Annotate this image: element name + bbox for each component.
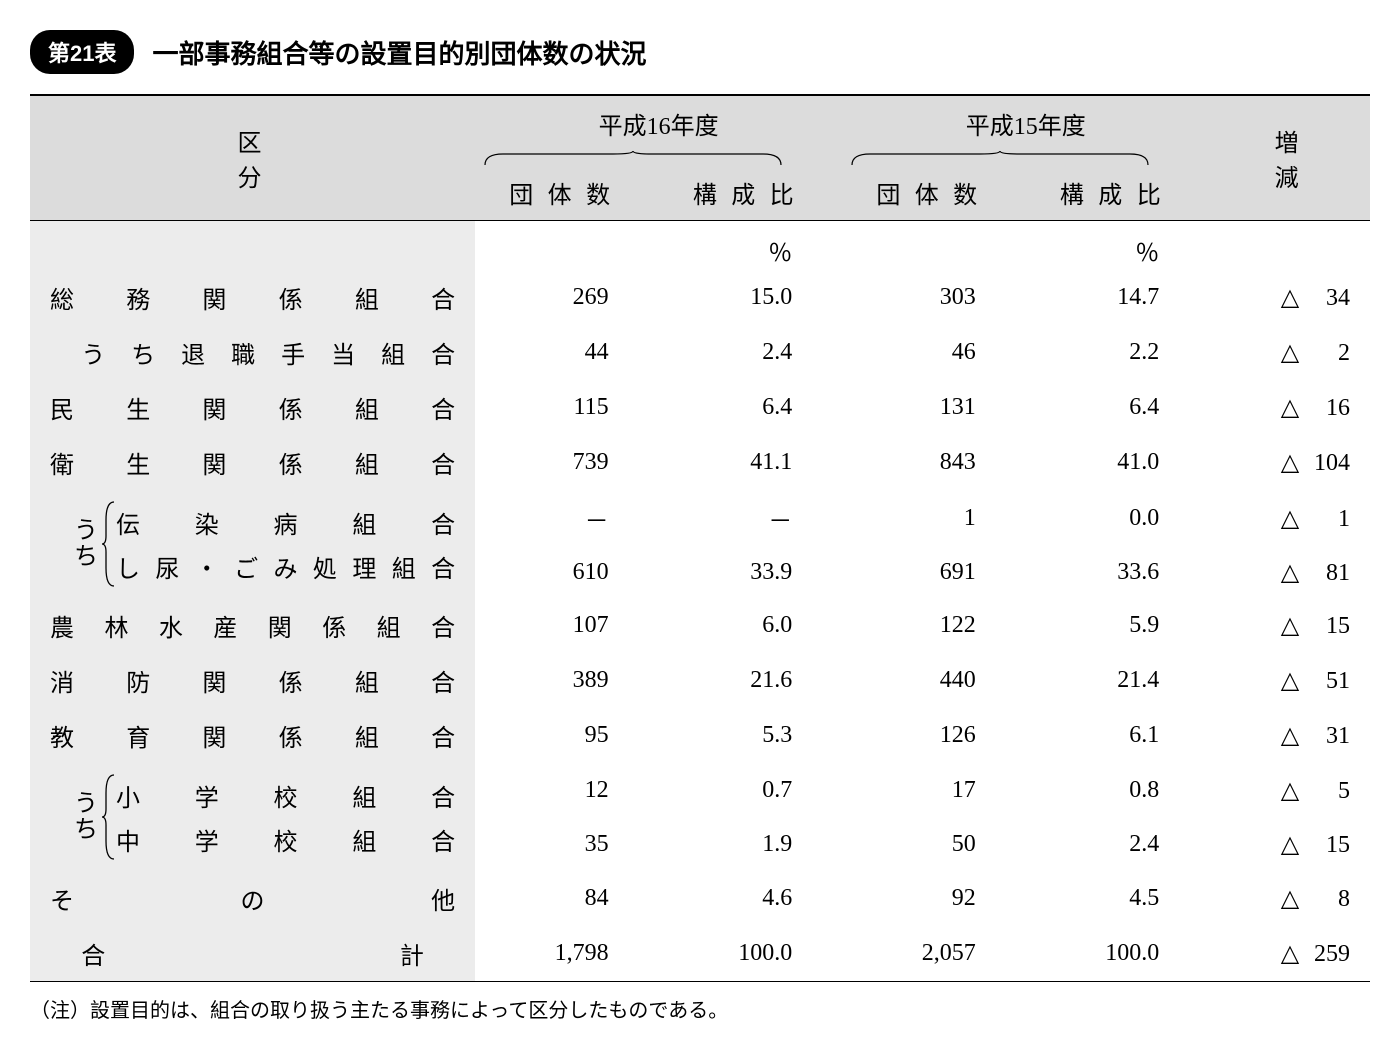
header-kosei-h16: 構成比 [659, 165, 843, 221]
table-row: 衛生関係組合 739 41.1 843 41.0 △104 [30, 435, 1370, 490]
footnote: （注）設置目的は、組合の取り扱う主たる事務によって区分したものである。 [30, 994, 1370, 1023]
row-label: 総務関係組合 [50, 280, 455, 315]
table-row: 農林水産関係組合 107 6.0 122 5.9 △15 [30, 598, 1370, 653]
header-kosei-h15: 構成比 [1026, 165, 1210, 221]
data-table: 区分 平成16年度 平成15年度 増減 団体数 構成比 団体数 構成比 ％ ％ … [30, 94, 1370, 982]
row-label: 消防関係組合 [50, 663, 455, 698]
header-h15: 平成15年度 [842, 95, 1209, 151]
table-row: 民生関係組合 115 6.4 131 6.4 △16 [30, 380, 1370, 435]
table-row: 総務関係組合 269 15.0 303 14.7 △34 [30, 270, 1370, 325]
table-row: うち 小学校組合 中学校組合 12 0.7 17 0.8 △5 [30, 763, 1370, 817]
row-label: 農林水産関係組合 [50, 608, 455, 643]
brace-icon [102, 500, 116, 588]
row-label: うち退職手当組合 [50, 335, 455, 370]
header-zogen: 増減 [1209, 95, 1370, 221]
row-label: 民生関係組合 [50, 390, 455, 425]
uchi-label: うち [50, 500, 102, 588]
uchi-label: うち [50, 773, 102, 861]
row-label: 小学校組合 [116, 774, 455, 817]
brace-icon [102, 773, 116, 861]
percent-h15: ％ [1026, 221, 1210, 271]
header-dantai-h16: 団体数 [475, 165, 659, 221]
row-label: 伝染病組合 [116, 501, 455, 544]
header-dantai-h15: 団体数 [842, 165, 1026, 221]
table-row: 消防関係組合 389 21.6 440 21.4 △51 [30, 653, 1370, 708]
row-label: 合計 [50, 936, 455, 971]
table-row: 教育関係組合 95 5.3 126 6.1 △31 [30, 708, 1370, 763]
row-label: し尿・ごみ処理組合 [116, 545, 455, 588]
table-row: うち 伝染病組合 し尿・ごみ処理組合 － － 1 0.0 △1 [30, 490, 1370, 547]
header-kubun: 区分 [30, 95, 475, 221]
row-label: 中学校組合 [116, 818, 455, 861]
row-label: 教育関係組合 [50, 718, 455, 753]
title-text: 一部事務組合等の設置目的別団体数の状況 [152, 34, 646, 71]
brace-h16 [475, 151, 842, 165]
table-title-row: 第21表 一部事務組合等の設置目的別団体数の状況 [30, 30, 1370, 74]
header-h16: 平成16年度 [475, 95, 842, 151]
percent-h16: ％ [659, 221, 843, 271]
title-badge: 第21表 [30, 30, 134, 74]
table-row: その他 84 4.6 92 4.5 △8 [30, 871, 1370, 926]
table-row: うち退職手当組合 44 2.4 46 2.2 △2 [30, 325, 1370, 380]
row-label: 衛生関係組合 [50, 445, 455, 480]
table-row-total: 合計 1,798 100.0 2,057 100.0 △259 [30, 926, 1370, 982]
brace-h15 [842, 151, 1209, 165]
row-label: その他 [50, 881, 455, 916]
percent-row: ％ ％ [30, 221, 1370, 271]
